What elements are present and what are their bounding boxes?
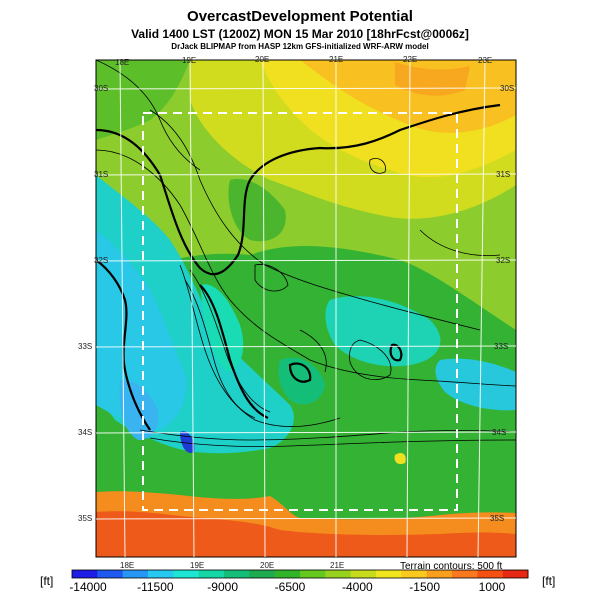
- colorbar-unit-left: [ft]: [40, 574, 54, 588]
- colorbar-tick-label: -6500: [274, 580, 306, 594]
- lon-label-top: 20E: [255, 55, 270, 64]
- inner-domain-box: [142, 112, 458, 511]
- colorbar-tick-label: -14000: [69, 580, 107, 594]
- colorbar-tick-label: -4000: [341, 580, 373, 594]
- lon-label-bottom: 20E: [260, 561, 275, 570]
- valid-time-line: Valid 1400 LST (1200Z) MON 15 Mar 2010 […: [131, 27, 469, 41]
- lon-label-top: 19E: [182, 56, 197, 65]
- lat-label-left: 32S: [94, 256, 109, 265]
- graticule: [95, 59, 517, 558]
- colorbar-unit-right: [ft]: [542, 574, 556, 588]
- lat-label-left: 30S: [94, 84, 109, 93]
- lon-label-bottom: 21E: [330, 561, 345, 570]
- model-credit-line: DrJack BLIPMAP from HASP 12km GFS-initia…: [171, 42, 429, 51]
- lon-label-top: 22E: [403, 55, 418, 64]
- colorbar-tick-label: 1000: [478, 580, 506, 594]
- lon-label-top: 21E: [329, 55, 344, 64]
- colorbar-tick-label: -9000: [207, 580, 239, 594]
- colorbar-tick-label: -1500: [409, 580, 441, 594]
- lat-label-right: 34S: [492, 428, 507, 437]
- lon-label-bottom: 18E: [120, 561, 135, 570]
- lat-label-left: 35S: [78, 514, 93, 523]
- lat-label-left: 33S: [78, 342, 93, 351]
- map-title: OvercastDevelopment Potential: [187, 8, 413, 25]
- lat-label-right: 32S: [496, 256, 511, 265]
- lon-label-top: 18E: [115, 58, 130, 67]
- map-field: [96, 60, 516, 557]
- lon-label-top: 23E: [478, 56, 493, 65]
- terrain-contour-note: Terrain contours: 500 ft: [400, 561, 503, 572]
- lon-label-bottom: 19E: [190, 561, 205, 570]
- lat-label-right: 30S: [500, 84, 515, 93]
- lat-label-left: 31S: [94, 170, 109, 179]
- lat-label-right: 33S: [494, 342, 509, 351]
- colorbar-tick-label: -11500: [137, 580, 174, 594]
- lat-label-right: 35S: [490, 514, 505, 523]
- lat-label-right: 31S: [496, 170, 511, 179]
- map-frame: [95, 59, 517, 558]
- lat-label-left: 34S: [78, 428, 93, 437]
